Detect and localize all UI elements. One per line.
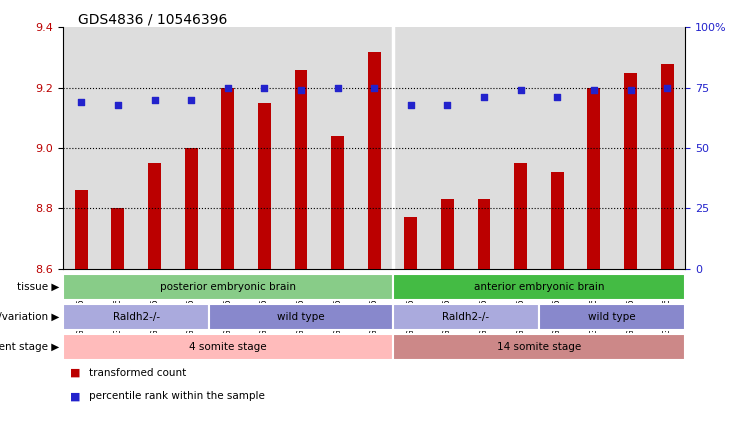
Bar	[612, 27, 649, 269]
Bar	[63, 274, 393, 300]
Bar	[319, 27, 356, 269]
Point	[149, 96, 161, 103]
Point	[588, 87, 599, 93]
Text: 4 somite stage: 4 somite stage	[189, 342, 267, 352]
Bar	[99, 27, 136, 269]
Bar	[429, 27, 466, 269]
Bar	[393, 27, 429, 269]
Bar	[258, 103, 270, 269]
Text: percentile rank within the sample: percentile rank within the sample	[89, 391, 265, 401]
Point	[185, 96, 197, 103]
Bar	[210, 304, 393, 330]
Bar	[466, 27, 502, 269]
Bar	[331, 136, 344, 269]
Bar	[514, 163, 527, 269]
Bar	[185, 148, 198, 269]
Bar	[539, 27, 576, 269]
Bar	[624, 73, 637, 269]
Point	[625, 87, 637, 93]
Bar	[393, 304, 539, 330]
Text: wild type: wild type	[588, 312, 636, 322]
Bar	[478, 199, 491, 269]
Point	[661, 85, 673, 91]
Text: transformed count: transformed count	[89, 368, 186, 378]
Point	[112, 101, 124, 108]
Bar	[588, 88, 600, 269]
Bar	[173, 27, 210, 269]
Bar	[356, 27, 393, 269]
Text: Raldh2-/-: Raldh2-/-	[442, 312, 489, 322]
Bar	[148, 163, 161, 269]
Bar	[222, 88, 234, 269]
Bar	[295, 70, 308, 269]
Point	[405, 101, 416, 108]
Bar	[405, 217, 417, 269]
Point	[259, 85, 270, 91]
Bar	[441, 199, 453, 269]
Bar	[63, 304, 210, 330]
Text: 14 somite stage: 14 somite stage	[497, 342, 581, 352]
Point	[222, 85, 233, 91]
Bar	[246, 27, 282, 269]
Text: ■: ■	[70, 391, 81, 401]
Point	[551, 94, 563, 101]
Bar	[282, 27, 319, 269]
Bar	[111, 208, 124, 269]
Bar	[63, 334, 393, 360]
Text: wild type: wild type	[277, 312, 325, 322]
Bar	[539, 304, 685, 330]
Point	[478, 94, 490, 101]
Point	[76, 99, 87, 106]
Text: posterior embryonic brain: posterior embryonic brain	[160, 282, 296, 292]
Bar	[576, 27, 612, 269]
Bar	[75, 190, 87, 269]
Point	[442, 101, 453, 108]
Bar	[649, 27, 685, 269]
Bar	[502, 27, 539, 269]
Text: anterior embryonic brain: anterior embryonic brain	[473, 282, 604, 292]
Bar	[661, 64, 674, 269]
Text: GDS4836 / 10546396: GDS4836 / 10546396	[78, 13, 227, 27]
Text: development stage ▶: development stage ▶	[0, 342, 59, 352]
Point	[368, 85, 380, 91]
Text: ■: ■	[70, 368, 81, 378]
Point	[515, 87, 527, 93]
Bar	[136, 27, 173, 269]
Text: genotype/variation ▶: genotype/variation ▶	[0, 312, 59, 322]
Bar	[393, 274, 685, 300]
Text: tissue ▶: tissue ▶	[17, 282, 59, 292]
Bar	[551, 172, 564, 269]
Point	[332, 85, 344, 91]
Bar	[368, 52, 381, 269]
Text: Raldh2-/-: Raldh2-/-	[113, 312, 160, 322]
Bar	[210, 27, 246, 269]
Point	[295, 87, 307, 93]
Bar	[393, 334, 685, 360]
Bar	[63, 27, 99, 269]
